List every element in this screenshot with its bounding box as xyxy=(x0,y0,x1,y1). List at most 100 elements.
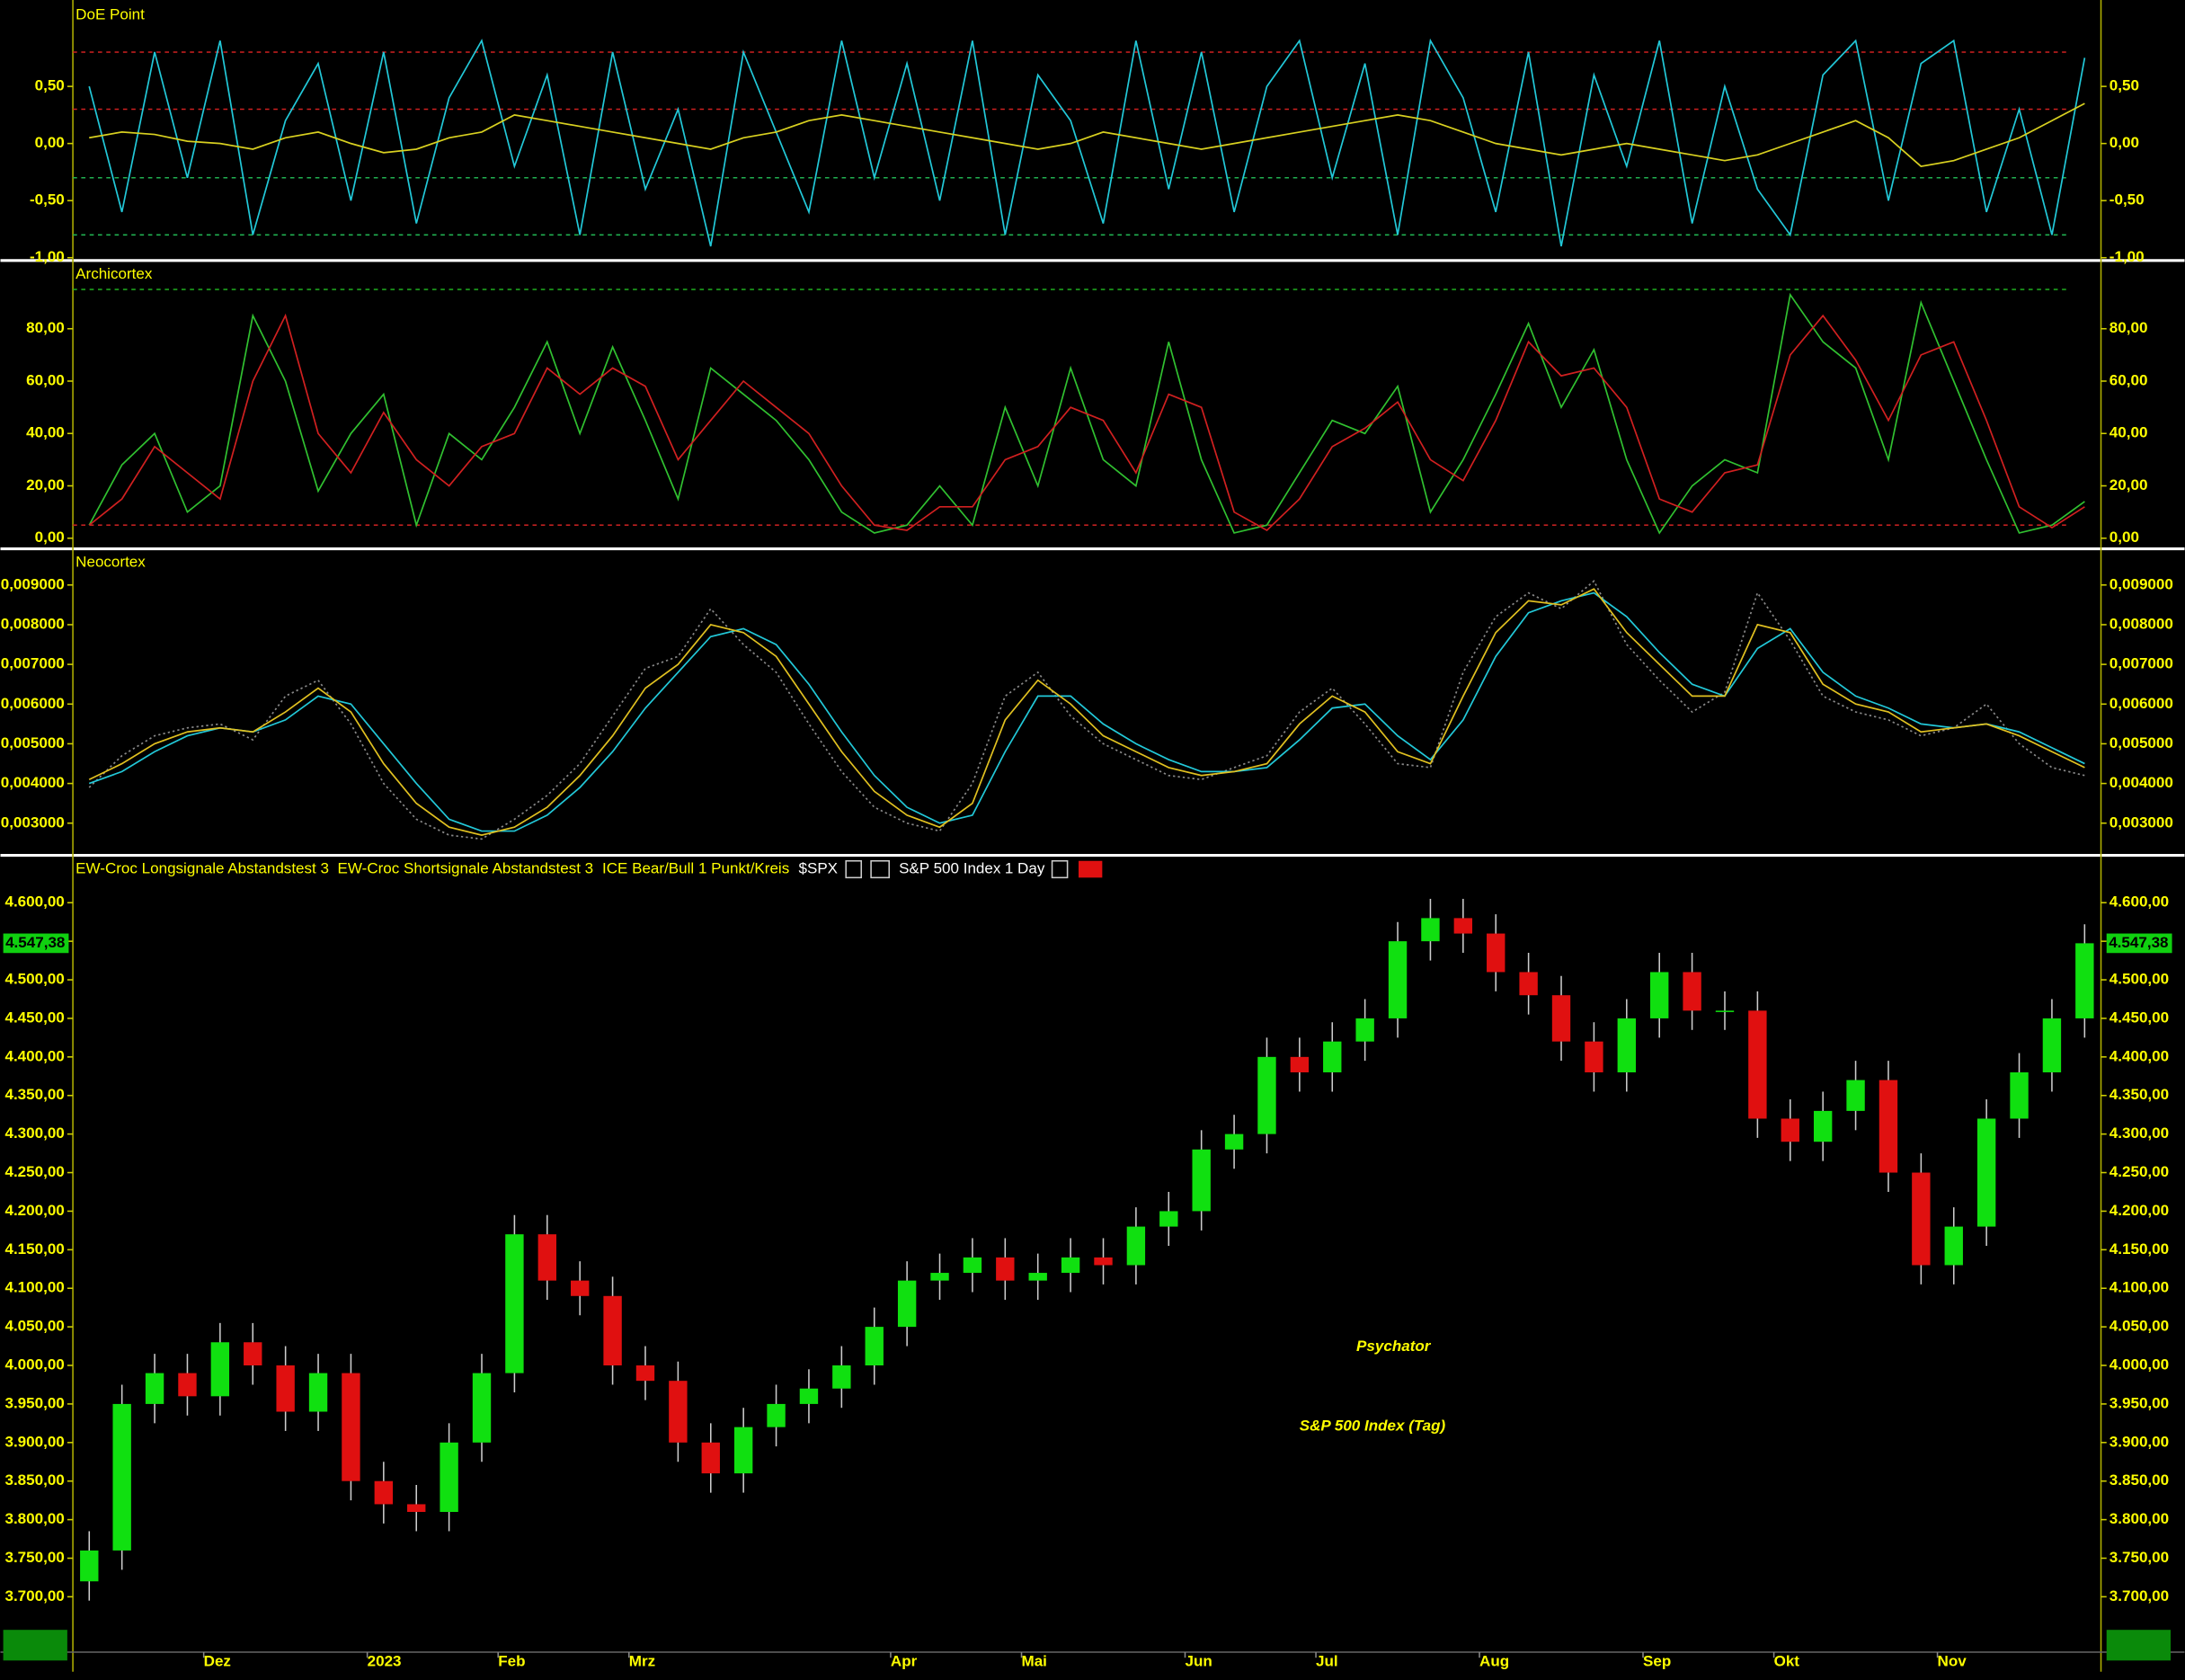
candle-body xyxy=(276,1365,295,1412)
y-tick-label: 4.450,00 xyxy=(2110,1009,2169,1026)
x-tick-label: Sep xyxy=(1643,1652,1671,1669)
candle-body xyxy=(244,1342,262,1366)
y-tick-label: 0,008000 xyxy=(1,615,65,632)
y-tick-label: 4.000,00 xyxy=(4,1356,64,1373)
y-tick-label: 0,003000 xyxy=(2110,813,2173,831)
candle-body xyxy=(1650,972,1669,1018)
y-tick-label: 4.150,00 xyxy=(2110,1240,2169,1258)
candle-body xyxy=(1388,941,1408,1018)
candle-body xyxy=(1290,1056,1310,1072)
y-tick-label: 4.500,00 xyxy=(2110,971,2169,988)
candle-body xyxy=(1355,1018,1374,1042)
candle-body xyxy=(799,1388,819,1404)
last-price-box xyxy=(2106,933,2172,954)
y-tick-label: 4.100,00 xyxy=(4,1279,64,1296)
y-tick-label: 0,005000 xyxy=(1,734,65,751)
volume-widget xyxy=(3,1630,67,1661)
candle-body xyxy=(701,1442,720,1474)
y-tick-label: 0,50 xyxy=(35,77,65,94)
candle-body xyxy=(407,1504,426,1513)
y-tick-label: 4.000,00 xyxy=(2110,1356,2169,1373)
y-tick-label: 0,009000 xyxy=(2110,575,2173,592)
y-tick-label: 4.100,00 xyxy=(2110,1279,2169,1296)
y-tick-label: 0,009000 xyxy=(1,575,65,592)
candle-body xyxy=(178,1373,197,1397)
y-tick-label: 80,00 xyxy=(26,319,65,336)
y-tick-label: 3.700,00 xyxy=(4,1587,64,1604)
indicator-line xyxy=(88,313,2085,532)
y-tick-label: 4.300,00 xyxy=(2110,1124,2169,1142)
y-tick-label: 3.750,00 xyxy=(2110,1549,2169,1566)
x-tick-label: Dez xyxy=(204,1652,231,1669)
x-tick-label: Jul xyxy=(1316,1652,1338,1669)
button xyxy=(845,859,863,879)
candle-body xyxy=(963,1257,982,1274)
y-tick-label: 4.200,00 xyxy=(2110,1202,2169,1219)
x-tick-label: 2023 xyxy=(368,1652,402,1669)
candle-body xyxy=(472,1373,492,1443)
y-tick-label: 0,006000 xyxy=(2110,695,2173,712)
y-tick-label: 0,00 xyxy=(2110,529,2139,546)
candle-body xyxy=(2042,1018,2062,1072)
y-tick-label: 0,003000 xyxy=(1,813,65,831)
y-tick-label: 0,00 xyxy=(35,529,65,546)
y-tick-label: 3.700,00 xyxy=(2110,1587,2169,1604)
y-tick-label: 4.200,00 xyxy=(4,1202,64,1219)
candle-body xyxy=(832,1365,851,1389)
legend-item: ICE Bear/Bull 1 Punkt/Kreis xyxy=(602,860,789,877)
x-tick-label: Okt xyxy=(1774,1652,1800,1669)
candle-body xyxy=(374,1480,394,1505)
y-tick-label: 0,008000 xyxy=(2110,615,2173,632)
candle-body xyxy=(1944,1226,1963,1266)
y-tick-label: 20,00 xyxy=(26,476,65,493)
y-tick-label: 3.800,00 xyxy=(4,1510,64,1527)
candle-body xyxy=(2010,1071,2029,1119)
x-tick-label: Mai xyxy=(1022,1652,1047,1669)
x-tick-label: Nov xyxy=(1938,1652,1967,1669)
panel-title: DoE Point xyxy=(75,6,145,23)
candle-body xyxy=(1028,1273,1047,1281)
candle-body xyxy=(1453,918,1473,934)
candle-body xyxy=(669,1381,688,1443)
y-tick-label: 4.600,00 xyxy=(4,893,64,911)
y-tick-label: 4.400,00 xyxy=(4,1047,64,1064)
indicator-line xyxy=(88,580,2085,840)
candle-body xyxy=(1683,972,1701,1011)
y-tick-label: 60,00 xyxy=(2110,371,2148,388)
y-tick-label: 3.750,00 xyxy=(4,1549,64,1566)
y-tick-label: 3.850,00 xyxy=(4,1471,64,1489)
y-tick-label: -0,50 xyxy=(30,191,65,209)
y-tick-label: 4.400,00 xyxy=(2110,1047,2169,1064)
candle-body xyxy=(897,1280,917,1328)
candle-body xyxy=(767,1403,786,1427)
candle-body xyxy=(733,1427,753,1474)
indicator-line xyxy=(88,591,2085,832)
candle-body xyxy=(342,1373,360,1481)
candle-body xyxy=(440,1442,458,1513)
y-tick-label: 3.800,00 xyxy=(2110,1510,2169,1527)
candle-body xyxy=(210,1342,230,1397)
candle-body xyxy=(1617,1018,1636,1072)
candle-body xyxy=(1094,1257,1113,1266)
x-tick-label: Apr xyxy=(891,1652,918,1669)
last-price-label: 4.547,38 xyxy=(2109,934,2168,951)
panel-title: Neocortex xyxy=(75,554,146,571)
y-tick-label: 40,00 xyxy=(2110,424,2148,441)
y-tick-label: 4.500,00 xyxy=(4,971,64,988)
x-tick-label: Jun xyxy=(1185,1652,1212,1669)
y-tick-label: 4.050,00 xyxy=(2110,1318,2169,1335)
candle-body xyxy=(2075,943,2094,1018)
legend-item: $SPX xyxy=(799,860,839,877)
y-tick-label: 4.450,00 xyxy=(4,1009,64,1026)
candle-body xyxy=(1976,1118,1996,1227)
candle-body xyxy=(1224,1133,1244,1150)
candle-body xyxy=(145,1373,164,1404)
legend-item: 1 Day xyxy=(1005,860,1045,877)
candle-body xyxy=(930,1273,949,1281)
candle-body xyxy=(1257,1056,1276,1134)
candle-body xyxy=(80,1550,99,1582)
candle-body xyxy=(1813,1110,1833,1142)
indicator-line xyxy=(89,102,2085,167)
